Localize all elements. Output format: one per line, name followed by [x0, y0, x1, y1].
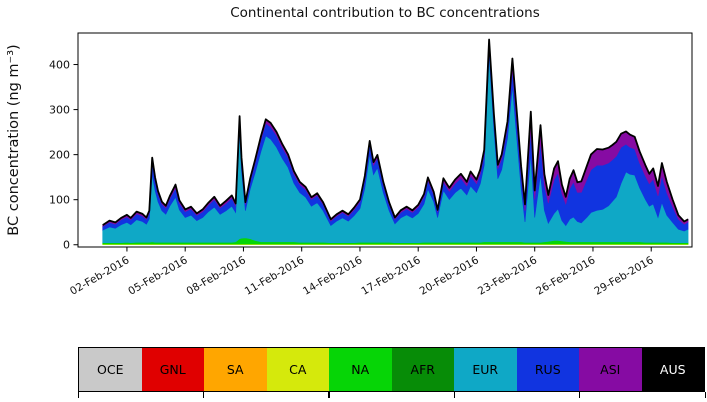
x-tick-label: 08-Feb-2016 — [185, 254, 249, 298]
chart-title: Continental contribution to BC concentra… — [230, 5, 540, 21]
legend-item-ASI: ASI — [579, 348, 642, 391]
legend-item-AFR: AFR — [391, 348, 454, 391]
legend-item-GNL: GNL — [141, 348, 204, 391]
area-layer-RUS — [102, 43, 689, 232]
legend-item-EUR: EUR — [454, 348, 517, 391]
x-tick-label: 05-Feb-2016 — [126, 254, 190, 298]
legend-item-CA: CA — [266, 348, 329, 391]
axes-spines — [77, 32, 693, 248]
legend-axis-tick — [453, 392, 455, 398]
total-line — [102, 38, 689, 226]
y-tick-label: 300 — [49, 104, 70, 117]
legend-axis-tick — [579, 392, 581, 398]
y-tick-label: 0 — [63, 239, 70, 252]
x-tick-label: 11-Feb-2016 — [243, 254, 307, 298]
legend: OCE GNL SA CA NA AFR EUR RUS ASI AUS — [78, 347, 705, 392]
legend-item-SA: SA — [204, 348, 267, 391]
legend-item-RUS: RUS — [516, 348, 579, 391]
plot-area: 0 100 200 300 400 02-Feb-201605-Feb-201608-Fe… — [49, 32, 693, 298]
legend-axis-tick — [77, 392, 79, 398]
legend-axis-tick — [704, 392, 706, 398]
legend-item-AUS: AUS — [641, 348, 704, 391]
y-tick-label: 200 — [49, 149, 70, 162]
y-tick-label: 100 — [49, 194, 70, 207]
legend-item-NA: NA — [329, 348, 392, 391]
x-tick-label: 20-Feb-2016 — [418, 254, 482, 298]
x-tick-label: 26-Feb-2016 — [534, 254, 598, 298]
x-tick-label: 02-Feb-2016 — [68, 254, 132, 298]
x-tick-label: 17-Feb-2016 — [359, 254, 423, 298]
legend-item-OCE: OCE — [79, 348, 142, 391]
y-tick-label: 400 — [49, 59, 70, 72]
x-tick-label: 14-Feb-2016 — [301, 254, 365, 298]
x-tick-label: 29-Feb-2016 — [592, 254, 656, 298]
x-tick-label: 23-Feb-2016 — [476, 254, 540, 298]
legend-axis-tick — [328, 392, 330, 398]
legend-axis-tick — [202, 392, 205, 398]
